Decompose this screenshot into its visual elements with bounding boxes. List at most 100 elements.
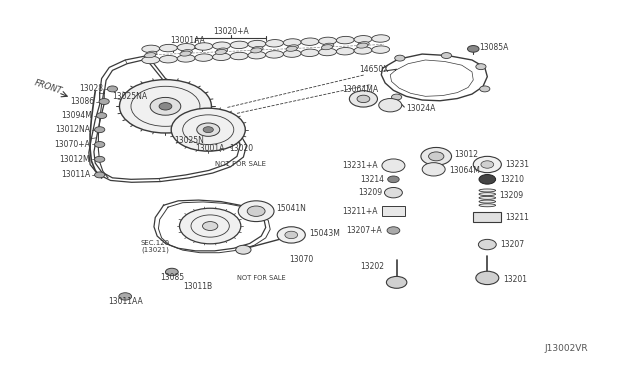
Circle shape xyxy=(476,64,486,70)
Text: 13011B: 13011B xyxy=(183,282,212,291)
Ellipse shape xyxy=(286,46,297,51)
Text: 13231+A: 13231+A xyxy=(342,161,378,170)
Circle shape xyxy=(172,108,245,151)
Ellipse shape xyxy=(145,53,156,58)
Circle shape xyxy=(429,152,444,161)
Text: 13209: 13209 xyxy=(499,191,523,200)
Ellipse shape xyxy=(479,200,495,203)
Ellipse shape xyxy=(230,41,248,49)
Circle shape xyxy=(203,127,213,133)
Ellipse shape xyxy=(284,50,301,57)
Circle shape xyxy=(97,113,107,119)
Ellipse shape xyxy=(266,39,284,47)
Circle shape xyxy=(108,86,118,92)
Text: NOT FOR SALE: NOT FOR SALE xyxy=(237,275,285,281)
Circle shape xyxy=(385,187,403,198)
Ellipse shape xyxy=(319,48,337,56)
Circle shape xyxy=(166,268,178,276)
Ellipse shape xyxy=(212,42,230,49)
Circle shape xyxy=(196,123,220,137)
Circle shape xyxy=(467,45,479,52)
Circle shape xyxy=(247,206,265,217)
Circle shape xyxy=(95,172,105,178)
Circle shape xyxy=(421,147,452,165)
Circle shape xyxy=(202,222,218,231)
Text: 13064MA: 13064MA xyxy=(342,85,378,94)
Ellipse shape xyxy=(230,52,248,60)
Text: 13025NA: 13025NA xyxy=(113,92,148,101)
Ellipse shape xyxy=(146,51,157,56)
Text: 13012M: 13012M xyxy=(60,155,90,164)
Circle shape xyxy=(388,176,399,183)
Text: 13209: 13209 xyxy=(358,188,382,197)
Circle shape xyxy=(379,99,402,112)
Text: 13214: 13214 xyxy=(360,175,384,184)
Circle shape xyxy=(422,163,445,176)
Circle shape xyxy=(395,55,405,61)
Circle shape xyxy=(479,174,495,184)
Text: 13020+A: 13020+A xyxy=(212,26,248,36)
Circle shape xyxy=(481,161,493,168)
Text: 13207+A: 13207+A xyxy=(346,226,382,235)
Circle shape xyxy=(236,245,251,254)
Text: 13025N: 13025N xyxy=(174,135,204,145)
Circle shape xyxy=(357,95,370,103)
Text: 13211: 13211 xyxy=(505,213,529,222)
Text: 13085: 13085 xyxy=(160,273,184,282)
Text: 13024A: 13024A xyxy=(406,104,436,113)
Text: 15041N: 15041N xyxy=(276,204,307,213)
Ellipse shape xyxy=(181,49,193,55)
Ellipse shape xyxy=(337,36,354,44)
Ellipse shape xyxy=(301,38,319,45)
FancyBboxPatch shape xyxy=(382,206,405,217)
Circle shape xyxy=(479,86,490,92)
Text: 13064M: 13064M xyxy=(450,166,481,174)
Ellipse shape xyxy=(323,43,334,48)
Ellipse shape xyxy=(337,48,354,55)
Text: 13012: 13012 xyxy=(454,150,478,159)
Circle shape xyxy=(478,239,496,250)
Circle shape xyxy=(238,201,274,222)
Ellipse shape xyxy=(321,45,333,50)
Text: 13085A: 13085A xyxy=(479,42,509,51)
Ellipse shape xyxy=(354,36,372,43)
Circle shape xyxy=(95,156,105,162)
Ellipse shape xyxy=(195,54,212,61)
Ellipse shape xyxy=(159,44,177,52)
Text: 13011A: 13011A xyxy=(61,170,90,179)
Text: 13211+A: 13211+A xyxy=(342,207,378,216)
Text: 13012NA: 13012NA xyxy=(55,125,90,134)
Text: 13094M: 13094M xyxy=(61,111,92,120)
Ellipse shape xyxy=(248,51,266,59)
Text: 13231: 13231 xyxy=(505,160,529,169)
Text: 14650X: 14650X xyxy=(360,65,389,74)
Ellipse shape xyxy=(180,51,191,56)
Circle shape xyxy=(387,276,407,288)
Ellipse shape xyxy=(372,35,390,42)
Ellipse shape xyxy=(479,193,495,196)
Ellipse shape xyxy=(252,46,263,51)
Text: 13070+A: 13070+A xyxy=(54,140,90,149)
Circle shape xyxy=(95,127,105,133)
Text: J13002VR: J13002VR xyxy=(544,344,588,353)
Circle shape xyxy=(99,99,109,105)
Circle shape xyxy=(95,141,105,147)
Circle shape xyxy=(387,227,400,234)
Circle shape xyxy=(119,293,132,300)
Ellipse shape xyxy=(354,47,372,54)
Text: 13207: 13207 xyxy=(500,240,524,249)
Text: 13201: 13201 xyxy=(503,275,527,284)
Text: 13210: 13210 xyxy=(500,175,524,184)
Text: 13202: 13202 xyxy=(360,262,384,271)
Ellipse shape xyxy=(159,55,177,63)
Circle shape xyxy=(285,231,298,238)
Circle shape xyxy=(179,208,241,244)
Ellipse shape xyxy=(356,43,368,48)
Ellipse shape xyxy=(195,43,212,50)
FancyBboxPatch shape xyxy=(473,212,501,222)
Text: 15043M: 15043M xyxy=(309,228,340,238)
Ellipse shape xyxy=(358,42,369,46)
Ellipse shape xyxy=(287,45,298,50)
Circle shape xyxy=(442,52,452,58)
Text: 13086: 13086 xyxy=(70,97,95,106)
